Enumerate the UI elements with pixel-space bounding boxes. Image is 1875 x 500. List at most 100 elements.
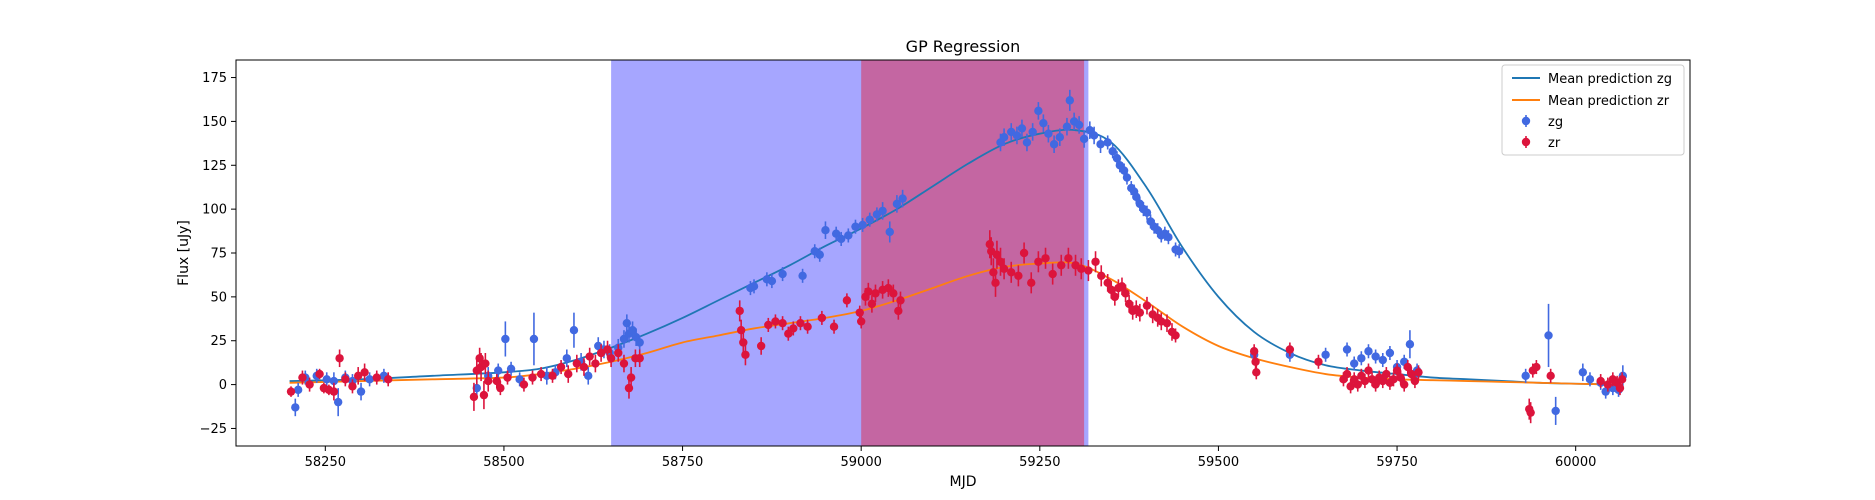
point-zr-46 (741, 350, 750, 359)
point-zr-27 (548, 371, 557, 381)
chart-title: GP Regression (906, 37, 1021, 56)
point-zr-88 (1091, 257, 1100, 266)
legend-label-zr: zr (1548, 136, 1561, 151)
point-zr-140 (1603, 380, 1613, 389)
point-zg-76 (1108, 147, 1117, 156)
point-zg-98 (1342, 345, 1352, 354)
point-zr-7 (335, 354, 344, 363)
point-zr-59 (856, 317, 866, 326)
y-tick-label-25: 25 (210, 334, 227, 349)
point-zg-24 (584, 371, 593, 381)
point-zr-19 (481, 359, 490, 368)
point-zr-23 (503, 373, 512, 382)
point-zg-1 (293, 385, 303, 395)
point-zg-97 (1321, 350, 1330, 359)
point-zr-87 (1084, 266, 1093, 275)
point-zr-20 (484, 376, 493, 386)
point-zg-32 (628, 326, 637, 335)
point-zg-5 (329, 376, 339, 386)
y-tick-label--25: −25 (200, 422, 227, 437)
point-zr-9 (348, 382, 357, 391)
point-zg-100 (1357, 354, 1366, 363)
x-tick-label-58750: 58750 (662, 455, 703, 470)
x-tick-label-59250: 59250 (1019, 455, 1060, 470)
point-zr-118 (1360, 376, 1370, 386)
point-zg-56 (999, 133, 1009, 142)
y-tick-label-175: 175 (202, 71, 227, 86)
legend-label-zr-mean: Mean prediction zr (1548, 94, 1670, 109)
point-zr-80 (1034, 257, 1043, 266)
point-zr-58 (855, 308, 864, 317)
point-zg-71 (1079, 134, 1089, 144)
point-zr-38 (619, 359, 629, 368)
point-zr-96 (1124, 299, 1134, 309)
point-zr-73 (992, 250, 1002, 259)
point-zr-77 (1014, 271, 1023, 281)
point-zr-95 (1121, 289, 1130, 298)
point-zr-28 (556, 362, 566, 372)
point-zg-62 (1034, 106, 1043, 116)
y-tick-label-150: 150 (202, 115, 227, 130)
point-zg-110 (1544, 331, 1553, 340)
point-zr-31 (579, 362, 589, 372)
y-axis: −25 0 25 50 75 100 125 150 175 (200, 71, 236, 437)
point-zr-48 (764, 320, 773, 330)
point-zg-42 (815, 250, 824, 259)
point-zg-44 (831, 229, 841, 238)
point-zg-40 (798, 271, 807, 281)
point-zr-133 (1414, 368, 1423, 377)
legend-label-zg: zg (1548, 115, 1563, 130)
point-zr-123 (1378, 376, 1387, 386)
point-zr-14 (469, 392, 479, 402)
point-zg-99 (1349, 359, 1359, 368)
point-zr-3 (315, 369, 324, 379)
point-zr-104 (1162, 318, 1172, 328)
point-zr-63 (871, 289, 880, 298)
point-zr-74 (996, 257, 1005, 266)
point-zg-29 (619, 334, 629, 344)
point-zr-65 (884, 283, 893, 293)
y-tick-label-125: 125 (202, 159, 227, 174)
point-zg-64 (1044, 129, 1053, 138)
point-zg-66 (1055, 133, 1065, 142)
legend-label-zg-mean: Mean prediction zg (1548, 72, 1672, 87)
point-zr-10 (353, 371, 363, 381)
point-zr-69 (985, 240, 994, 249)
point-zr-53 (796, 318, 805, 328)
point-zr-68 (896, 296, 905, 305)
point-zg-103 (1378, 355, 1387, 365)
point-zr-94 (1117, 282, 1127, 291)
point-zr-2 (305, 380, 314, 389)
legend-marker-zg (1521, 115, 1531, 127)
legend-box (1501, 64, 1685, 156)
x-tick-label-58500: 58500 (483, 455, 524, 470)
point-zg-10 (365, 375, 374, 384)
point-zr-51 (784, 329, 793, 338)
point-zr-131 (1407, 369, 1416, 379)
point-zr-6 (329, 387, 339, 396)
point-zg-49 (865, 215, 874, 224)
point-zr-62 (867, 299, 877, 309)
point-zg-53 (892, 199, 902, 209)
point-zg-113 (1585, 375, 1595, 384)
point-zg-6 (333, 397, 343, 407)
point-zg-54 (898, 194, 907, 203)
point-zr-138 (1546, 371, 1555, 381)
point-zg-51 (878, 206, 887, 216)
x-tick-label-59750: 59750 (1376, 455, 1417, 470)
point-zr-78 (1019, 248, 1029, 258)
point-zg-59 (1017, 124, 1027, 133)
point-zg-63 (1039, 118, 1048, 128)
point-zg-67 (1062, 122, 1072, 131)
point-zr-135 (1526, 408, 1535, 417)
point-zg-46 (844, 231, 853, 240)
point-zr-56 (829, 322, 839, 331)
point-zg-102 (1371, 352, 1380, 361)
point-zr-91 (1107, 285, 1116, 295)
point-zr-121 (1371, 380, 1380, 389)
point-zr-22 (496, 383, 505, 393)
point-zg-83 (1132, 192, 1141, 202)
point-zr-49 (771, 317, 780, 326)
point-zg-52 (885, 227, 894, 237)
point-zg-34 (635, 338, 644, 347)
